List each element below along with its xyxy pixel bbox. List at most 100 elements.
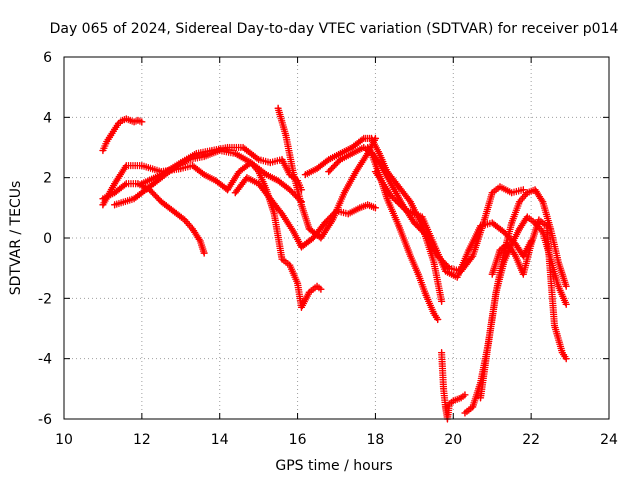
data-point xyxy=(240,144,247,151)
data-point xyxy=(508,219,515,226)
data-point xyxy=(403,207,410,214)
y-tick-label: 4 xyxy=(43,110,52,126)
series-s6 xyxy=(223,158,325,312)
data-point xyxy=(430,310,437,317)
data-point xyxy=(384,195,391,202)
data-point xyxy=(559,349,566,356)
data-point xyxy=(294,280,301,287)
data-point xyxy=(212,177,219,184)
data-point xyxy=(352,168,359,175)
data-point xyxy=(224,144,231,151)
y-axis-label: SDTVAR / TECUs xyxy=(8,181,24,296)
data-point xyxy=(520,186,527,193)
data-point xyxy=(500,259,507,266)
data-point xyxy=(208,147,215,154)
data-point xyxy=(407,253,414,260)
data-point xyxy=(368,135,375,142)
data-point xyxy=(563,355,570,362)
data-point xyxy=(286,262,293,269)
data-point xyxy=(337,150,344,157)
data-point xyxy=(279,156,285,163)
data-point xyxy=(275,177,282,184)
data-point xyxy=(364,201,371,208)
data-point xyxy=(461,391,468,398)
data-point xyxy=(197,238,204,245)
data-point xyxy=(310,235,317,241)
data-point xyxy=(306,289,313,296)
data-point xyxy=(376,159,383,166)
series-s11 xyxy=(363,143,528,275)
data-point xyxy=(103,138,110,145)
data-point xyxy=(345,210,352,217)
data-point xyxy=(415,271,422,278)
data-point xyxy=(516,225,523,232)
data-point xyxy=(465,247,472,254)
x-tick-label: 14 xyxy=(211,432,229,448)
data-point xyxy=(372,204,379,211)
data-point xyxy=(314,283,321,290)
data-point xyxy=(493,289,500,296)
data-point xyxy=(469,403,476,410)
data-point xyxy=(532,186,539,193)
x-tick-label: 12 xyxy=(133,432,151,448)
data-point xyxy=(485,340,492,347)
data-point xyxy=(131,118,138,125)
data-point xyxy=(411,219,418,226)
data-point xyxy=(306,225,313,232)
data-point xyxy=(123,162,130,169)
data-point xyxy=(282,132,289,139)
data-point xyxy=(201,171,208,178)
data-point xyxy=(255,156,262,163)
data-point xyxy=(489,219,496,226)
data-point xyxy=(539,198,546,205)
x-tick-label: 22 xyxy=(522,432,540,448)
data-point xyxy=(286,186,293,193)
data-point xyxy=(99,201,106,208)
x-tick-label: 18 xyxy=(367,432,385,448)
data-point xyxy=(555,283,562,290)
data-point xyxy=(500,228,507,235)
data-point xyxy=(477,222,484,229)
data-point xyxy=(138,118,145,125)
data-point xyxy=(158,198,165,205)
x-tick-labels: 10 12 14 16 18 20 22 24 xyxy=(55,432,618,448)
data-point xyxy=(440,385,447,392)
data-point xyxy=(438,349,445,356)
data-point xyxy=(442,268,449,275)
data-point xyxy=(107,132,114,139)
data-point xyxy=(434,316,441,323)
data-point xyxy=(489,271,496,278)
series-s16 xyxy=(488,216,570,363)
data-point xyxy=(360,135,367,142)
data-point xyxy=(201,153,208,160)
data-point xyxy=(123,115,130,122)
data-point xyxy=(438,298,445,305)
x-tick-label: 10 xyxy=(55,432,73,448)
data-point xyxy=(134,117,141,124)
data-point xyxy=(520,253,527,260)
data-point xyxy=(349,144,356,151)
data-point xyxy=(555,259,562,266)
series-s2 xyxy=(99,180,208,257)
y-tick-label: -4 xyxy=(38,352,52,368)
data-point xyxy=(407,198,414,205)
data-point xyxy=(189,225,196,232)
data-point xyxy=(201,250,208,257)
x-tick-label: 20 xyxy=(444,432,462,448)
data-point xyxy=(520,271,527,278)
y-tick-label: 6 xyxy=(43,50,52,66)
data-point xyxy=(181,216,188,223)
data-point xyxy=(430,241,437,248)
data-point xyxy=(263,171,270,178)
data-point xyxy=(419,213,426,220)
data-point xyxy=(325,156,332,163)
data-point xyxy=(461,409,468,416)
data-point xyxy=(232,189,239,196)
data-point xyxy=(111,126,118,133)
data-point xyxy=(279,256,285,263)
series-s1 xyxy=(99,115,146,155)
series-s12 xyxy=(371,167,535,281)
data-point xyxy=(395,222,402,229)
data-point xyxy=(528,241,535,248)
data-point xyxy=(547,225,554,232)
